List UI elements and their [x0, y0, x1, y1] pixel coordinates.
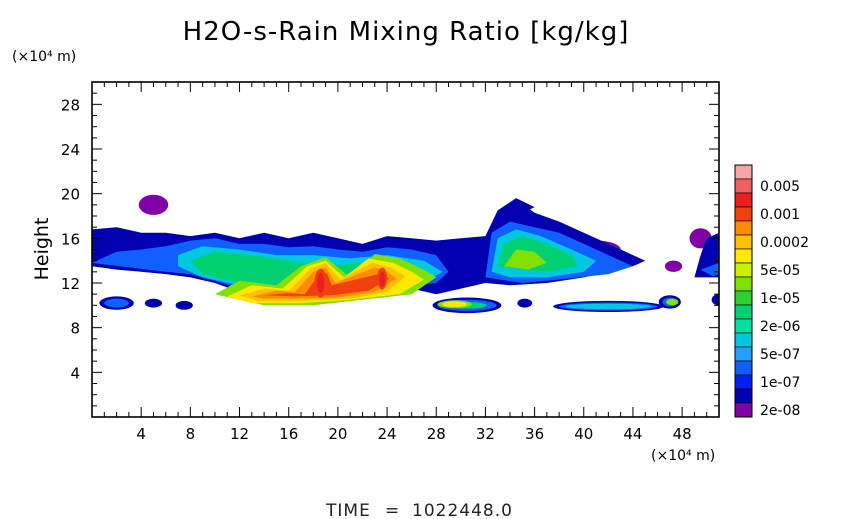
legend-swatch-7	[734, 262, 753, 278]
legend-swatch-4	[734, 220, 753, 236]
legend-swatch-6	[734, 248, 753, 264]
legend-label-7: 5e-05	[760, 263, 800, 279]
field-region-9	[144, 298, 163, 308]
legend-swatch-9	[734, 290, 753, 306]
x-tick-label-32: 32	[476, 425, 495, 443]
legend-label-13: 5e-07	[760, 347, 800, 363]
x-tick-label-36: 36	[525, 425, 544, 443]
y-axis-label: Height	[31, 218, 53, 281]
legend-swatch-17	[734, 402, 753, 418]
field-region-30	[503, 249, 547, 270]
field-region-7	[497, 198, 535, 216]
field-region-10	[175, 300, 193, 310]
legend-label-9: 1e-05	[760, 291, 800, 307]
legend-label-1: 0.005	[760, 179, 800, 195]
field-region-15	[711, 294, 719, 306]
legend-swatch-11	[734, 318, 753, 334]
field-region-40	[316, 272, 325, 294]
x-tick-label-24: 24	[378, 425, 397, 443]
chart-title: H2O-s-Rain Mixing Ratio [kg/kg]	[183, 17, 630, 47]
y-tick-label-12: 12	[61, 275, 80, 293]
field-region-25	[565, 303, 652, 310]
y-tick-label-24: 24	[61, 141, 80, 159]
x-tick-label-28: 28	[427, 425, 446, 443]
legend-swatch-2	[734, 192, 753, 208]
y-tick-label-4: 4	[70, 364, 80, 382]
legend-swatch-12	[734, 332, 753, 348]
x-tick-label-20: 20	[328, 425, 347, 443]
legend-label-5: 0.0002	[760, 235, 809, 251]
rain-field	[92, 194, 719, 314]
x-tick-label-44: 44	[623, 425, 642, 443]
legend-swatch-5	[734, 234, 753, 250]
legend-swatch-16	[734, 388, 753, 404]
y-tick-labels: 4 8 12 16 20 24 28	[61, 96, 80, 382]
time-footer: TIME = 1022448.0	[325, 501, 513, 519]
x-tick-labels: 4 8 12 16 20 24 28 32 36 40 44 48	[136, 425, 691, 443]
field-region-19	[104, 298, 129, 308]
x-axis-unit: (×10⁴ m)	[651, 448, 715, 464]
x-tick-label-8: 8	[186, 425, 196, 443]
field-region-34	[442, 301, 467, 308]
x-tick-label-48: 48	[673, 425, 692, 443]
field-region-37	[264, 272, 390, 297]
x-tick-label-4: 4	[136, 425, 146, 443]
legend-swatch-15	[734, 374, 753, 390]
legend-swatch-1	[734, 178, 753, 194]
legend-swatch-0	[734, 164, 753, 180]
x-tick-label-40: 40	[574, 425, 593, 443]
color-legend: 0.005 0.001 0.0002 5e-05 1e-05 2e-06 5e-07 1e-0…	[734, 164, 809, 419]
field-region-32	[666, 298, 679, 306]
field-region-18	[700, 262, 719, 277]
time-value: 1022448.0	[412, 501, 513, 519]
x-tick-label-12: 12	[230, 425, 249, 443]
time-label: TIME	[325, 501, 371, 519]
time-equals: =	[385, 501, 400, 519]
field-region-0	[138, 194, 169, 215]
y-tick-label-28: 28	[61, 96, 80, 114]
x-tick-label-16: 16	[279, 425, 298, 443]
plot-frame	[91, 81, 720, 418]
field-region-2	[664, 260, 683, 272]
field-region-12	[517, 298, 533, 308]
legend-label-3: 0.001	[760, 207, 800, 223]
y-tick-label-20: 20	[61, 186, 80, 204]
legend-frame	[734, 164, 753, 418]
y-tick-label-8: 8	[70, 320, 80, 338]
axis-ticks	[92, 82, 719, 417]
legend-label-11: 2e-06	[760, 319, 800, 335]
y-axis-unit: (×10⁴ m)	[12, 49, 76, 65]
legend-swatch-3	[734, 206, 753, 222]
legend-swatch-14	[734, 360, 753, 376]
legend-swatch-13	[734, 346, 753, 362]
legend-label-15: 1e-07	[760, 375, 800, 391]
legend-swatch-10	[734, 304, 753, 320]
legend-label-17: 2e-08	[760, 403, 800, 419]
field-region-41	[379, 271, 386, 288]
y-tick-label-16: 16	[61, 230, 80, 248]
legend-swatch-8	[734, 276, 753, 292]
